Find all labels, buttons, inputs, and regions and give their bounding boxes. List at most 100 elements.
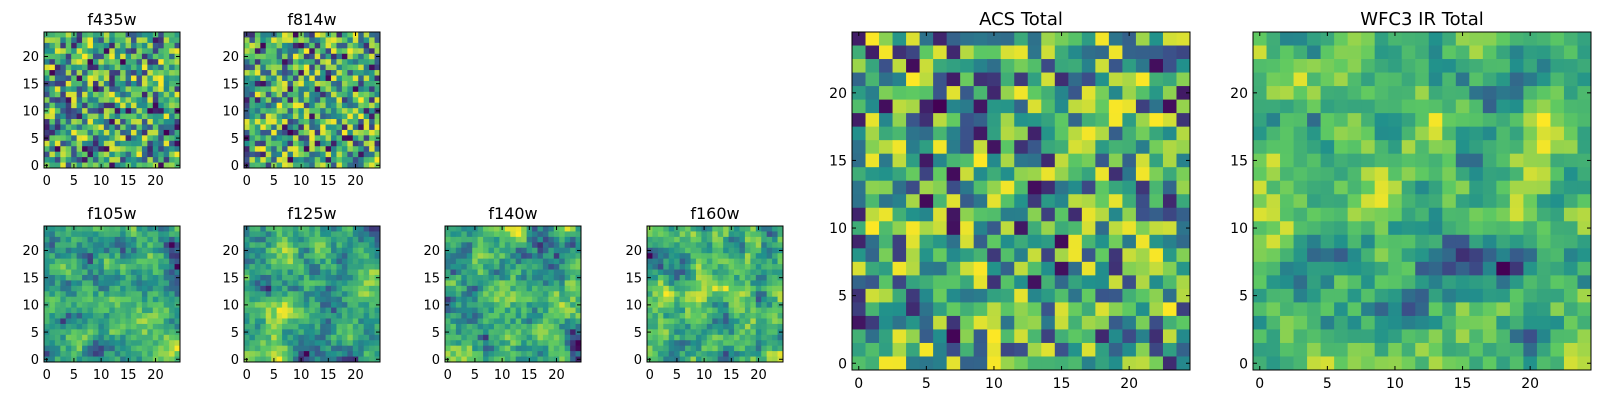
heatmap-cell bbox=[564, 356, 571, 363]
heatmap-cell bbox=[54, 274, 61, 281]
heatmap-cell bbox=[1122, 194, 1137, 209]
heatmap-cell bbox=[1253, 86, 1267, 100]
heatmap-cell bbox=[98, 140, 105, 147]
heatmap-cell bbox=[158, 32, 165, 38]
heatmap-cell bbox=[163, 64, 170, 71]
heatmap-cell bbox=[1266, 113, 1281, 128]
heatmap-cell bbox=[564, 247, 571, 254]
heatmap-cell bbox=[60, 280, 67, 287]
heatmap-cell bbox=[668, 329, 675, 336]
heatmap-cell bbox=[331, 302, 337, 308]
heatmap-cell bbox=[488, 323, 495, 330]
heatmap-cell bbox=[734, 258, 740, 265]
heatmap-cell bbox=[87, 236, 94, 243]
heatmap-cell bbox=[1509, 45, 1524, 60]
heatmap-cell bbox=[169, 64, 175, 71]
heatmap-cell bbox=[103, 285, 110, 292]
heatmap-cell bbox=[298, 37, 305, 44]
heatmap-cell bbox=[44, 340, 50, 347]
heatmap-cell bbox=[695, 253, 702, 260]
heatmap-cell bbox=[734, 334, 740, 341]
heatmap-cell bbox=[663, 242, 670, 249]
heatmap-cell bbox=[750, 302, 757, 308]
heatmap-cell bbox=[136, 345, 143, 352]
heatmap-cell bbox=[158, 140, 165, 147]
heatmap-cell bbox=[1095, 86, 1110, 100]
heatmap-cell bbox=[82, 80, 88, 87]
heatmap-cell bbox=[287, 102, 294, 109]
heatmap-cell bbox=[303, 231, 310, 238]
heatmap-cell bbox=[276, 135, 283, 142]
heatmap-cell bbox=[298, 236, 305, 243]
heatmap-cell bbox=[65, 329, 72, 336]
heatmap-cell bbox=[668, 280, 675, 287]
heatmap-cell bbox=[292, 280, 299, 287]
heatmap-cell bbox=[739, 258, 746, 265]
heatmap-cell bbox=[60, 296, 67, 303]
heatmap-cell bbox=[652, 258, 659, 265]
heatmap-cell bbox=[933, 302, 948, 317]
heatmap-cell bbox=[71, 42, 78, 49]
heatmap-cell bbox=[879, 113, 893, 128]
heatmap-cell bbox=[320, 42, 326, 49]
heatmap-cell bbox=[336, 48, 343, 55]
heatmap-cell bbox=[1550, 32, 1565, 46]
heatmap-cell bbox=[510, 258, 517, 265]
heatmap-cell bbox=[82, 151, 88, 158]
heatmap-cell bbox=[488, 351, 495, 357]
heatmap-cell bbox=[163, 351, 170, 357]
heatmap-cell bbox=[82, 135, 88, 142]
heatmap-cell bbox=[71, 48, 78, 55]
heatmap-cell bbox=[772, 280, 778, 287]
heatmap-cell bbox=[1550, 45, 1565, 60]
heatmap-cell bbox=[303, 48, 310, 55]
heatmap-cell bbox=[103, 157, 110, 163]
heatmap-cell bbox=[906, 99, 920, 114]
heatmap-cell bbox=[325, 151, 332, 158]
heatmap-cell bbox=[103, 302, 110, 308]
heatmap-cell bbox=[744, 318, 751, 325]
heatmap-cell bbox=[44, 236, 50, 243]
heatmap-cell bbox=[542, 258, 549, 265]
heatmap-cell bbox=[657, 323, 664, 330]
heatmap-cell bbox=[493, 356, 500, 363]
heatmap-cell bbox=[254, 356, 261, 363]
heatmap-cell bbox=[369, 129, 375, 136]
heatmap-cell bbox=[341, 334, 348, 341]
heatmap-cell bbox=[657, 291, 664, 298]
heatmap-cell bbox=[163, 108, 170, 114]
heatmap-cell bbox=[723, 285, 729, 292]
heatmap-cell bbox=[960, 207, 975, 222]
heatmap-cell bbox=[298, 135, 305, 142]
heatmap-cell bbox=[1469, 32, 1484, 46]
heatmap-cell bbox=[314, 242, 321, 249]
heatmap-cell bbox=[690, 345, 697, 352]
heatmap-cell bbox=[174, 307, 181, 314]
heatmap-cell bbox=[510, 307, 517, 314]
heatmap-cell bbox=[163, 274, 170, 281]
heatmap-cell bbox=[1550, 99, 1565, 114]
heatmap-cell bbox=[466, 269, 473, 276]
heatmap-cell bbox=[1162, 194, 1177, 209]
heatmap-cell bbox=[1135, 167, 1150, 182]
heatmap-cell bbox=[76, 48, 83, 55]
heatmap-cell bbox=[98, 242, 105, 249]
heatmap-cell bbox=[1523, 194, 1538, 209]
heatmap-cell bbox=[515, 323, 522, 330]
heatmap-cell bbox=[466, 334, 473, 341]
heatmap-cell bbox=[82, 334, 88, 341]
panel-title-f125w: f125w bbox=[287, 204, 336, 223]
heatmap-cell bbox=[82, 146, 88, 153]
heatmap-cell bbox=[254, 129, 261, 136]
heatmap-cell bbox=[493, 318, 500, 325]
heatmap-cell bbox=[499, 285, 506, 292]
heatmap-cell bbox=[320, 296, 326, 303]
heatmap-cell bbox=[109, 48, 116, 55]
heatmap-cell bbox=[1176, 180, 1191, 195]
heatmap-cell bbox=[141, 42, 148, 49]
heatmap-cell bbox=[466, 302, 473, 308]
heatmap-cell bbox=[358, 356, 365, 363]
heatmap-cell bbox=[690, 351, 697, 357]
heatmap-cell bbox=[1027, 248, 1042, 263]
heatmap-cell bbox=[734, 253, 740, 260]
